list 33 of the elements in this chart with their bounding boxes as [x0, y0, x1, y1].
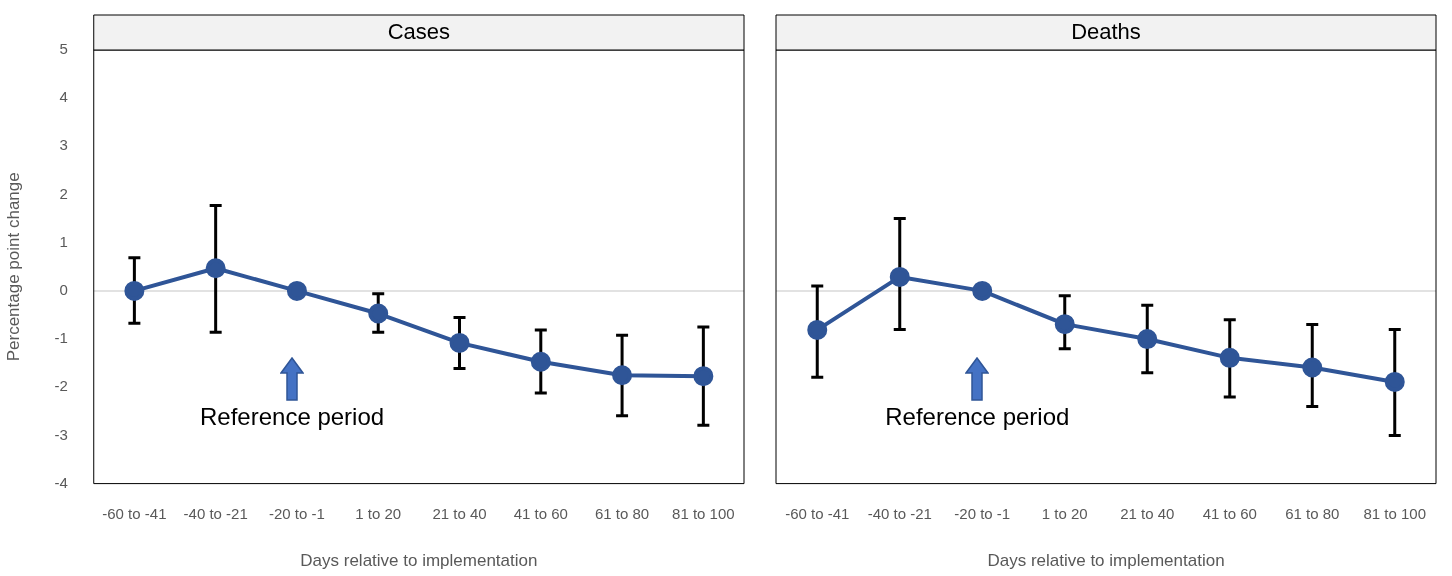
x-tick-label: -20 to -1 [954, 504, 1011, 522]
y-tick-label: -1 [54, 329, 68, 347]
chart-title: Deaths [1071, 19, 1141, 45]
y-tick-label: 2 [59, 184, 68, 202]
annotation: Reference period [200, 403, 385, 431]
x-tick-label: 61 to 80 [1285, 504, 1340, 522]
y-tick-label: 1 [59, 232, 68, 250]
annotation: Reference period [885, 403, 1070, 431]
x-tick-label: -60 to -41 [785, 504, 850, 522]
y-tick-label: -3 [54, 425, 68, 443]
x-tick-label: 1 to 20 [1041, 504, 1088, 522]
y-tick-label: 3 [59, 136, 68, 154]
x-tick-label: 81 to 100 [1363, 504, 1427, 522]
x-axis-title: Days relative to implementation [987, 551, 1225, 571]
x-tick-label: -40 to -21 [183, 504, 248, 522]
y-tick-label: -4 [54, 473, 68, 491]
y-axis-title: Percentage point change [3, 172, 23, 362]
y-tick-label: 4 [59, 88, 68, 106]
x-tick-label: 81 to 100 [672, 504, 735, 522]
chart-title: Cases [387, 19, 451, 45]
x-tick-label: 41 to 60 [1202, 504, 1257, 522]
x-tick-label: -20 to -1 [269, 504, 325, 522]
x-tick-label: 21 to 40 [1120, 504, 1175, 522]
y-tick-label: 5 [59, 40, 68, 58]
x-tick-label: 61 to 80 [594, 504, 650, 522]
y-tick-label: 0 [59, 281, 68, 299]
x-tick-label: 1 to 20 [355, 504, 402, 522]
x-axis-title: Days relative to implementation [300, 551, 538, 571]
x-tick-label: -60 to -41 [102, 504, 167, 522]
x-tick-label: -40 to -21 [867, 504, 932, 522]
x-tick-label: 21 to 40 [432, 504, 487, 522]
x-tick-label: 41 to 60 [513, 504, 568, 522]
y-tick-label: -2 [54, 377, 68, 395]
